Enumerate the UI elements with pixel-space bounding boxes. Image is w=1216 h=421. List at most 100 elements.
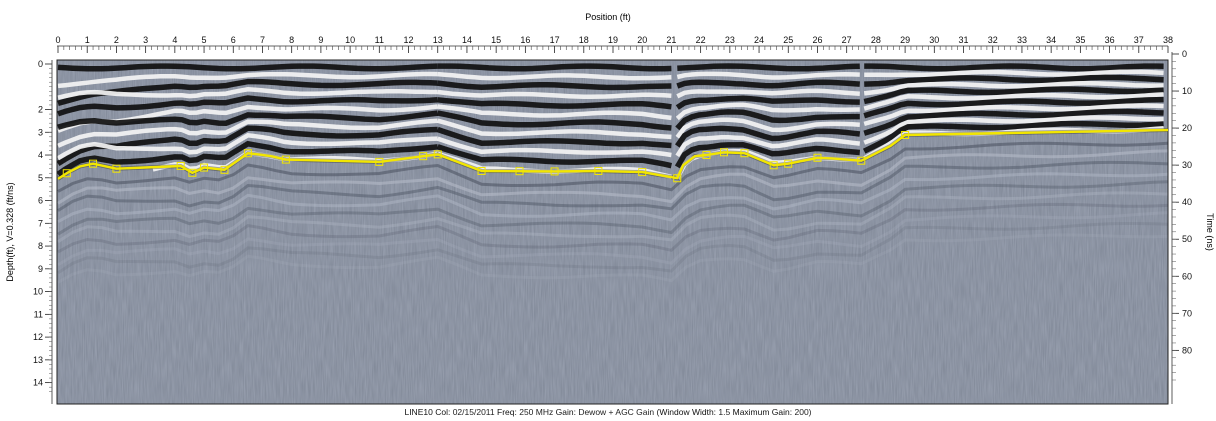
- reflection-band: [437, 89, 672, 99]
- interface-marker: [477, 166, 486, 175]
- interface-marker: [188, 168, 197, 177]
- x-tick-label: 8: [289, 35, 294, 45]
- depth-tick-label: 0: [38, 59, 43, 69]
- interface-marker: [112, 164, 121, 173]
- x-tick-label: 13: [433, 35, 443, 45]
- reflection-bands: [57, 63, 1168, 284]
- interface-marker: [515, 167, 524, 176]
- depth-tick-label: 13: [33, 355, 43, 365]
- reflection-band: [863, 103, 1164, 127]
- x-tick-label: 17: [550, 35, 560, 45]
- time-tick-label: 50: [1182, 234, 1192, 244]
- depth-tick-label: 10: [33, 287, 43, 297]
- reflection-band: [57, 63, 438, 72]
- window-width-label: (Window Width:: [656, 407, 717, 417]
- interface-marker: [901, 131, 910, 140]
- col-value: 02/15/2011: [452, 407, 495, 417]
- reflection-band: [675, 125, 861, 148]
- x-tick-label: 25: [783, 35, 793, 45]
- plot-border: [56, 59, 1169, 405]
- interface-marker: [419, 152, 428, 161]
- reflection-band: [57, 132, 438, 161]
- x-tick-label: 27: [842, 35, 852, 45]
- faint-layer: [57, 149, 1168, 205]
- time-axis: 0 10 20 30 40 50 60 70 80: [1171, 49, 1192, 404]
- max-gain-label: Maximum Gain:: [732, 407, 793, 417]
- reflection-band: [436, 126, 672, 149]
- faint-layer: [57, 211, 1168, 267]
- reflection-band: [863, 80, 1164, 96]
- reflection-band: [57, 87, 438, 100]
- interface-marker: [200, 163, 209, 172]
- reflection-band: [864, 69, 1164, 78]
- faint-layer: [57, 233, 1168, 284]
- reflection-band: [57, 110, 439, 130]
- reflection-band: [57, 125, 438, 166]
- interface-marker: [813, 153, 822, 162]
- freq-label: Freq:: [497, 407, 517, 417]
- time-tick-label: 0: [1182, 49, 1187, 59]
- x-tick-label: 1: [85, 35, 90, 45]
- interface-marker: [673, 174, 682, 183]
- time-tick-label: 40: [1182, 197, 1192, 207]
- x-tick-label: 35: [1075, 35, 1085, 45]
- interface-marker: [702, 151, 711, 160]
- depth-axis: 0 2 3 4 5 6 7 8 9 10 11 12 13 14: [33, 59, 53, 404]
- depth-tick-label: 12: [33, 332, 43, 342]
- reflection-band: [863, 92, 1164, 111]
- reflection-band: [437, 97, 672, 110]
- interface-marker: [62, 169, 71, 178]
- interface-marker: [857, 156, 866, 165]
- reflection-band: [864, 63, 1164, 72]
- depth-tick-label: 5: [38, 173, 43, 183]
- time-tick-label: 10: [1182, 86, 1192, 96]
- reflection-band: [436, 144, 672, 169]
- depth-axis-title: Depth(ft), V=0.328 (ft/ns): [5, 182, 15, 281]
- faint-layer: [57, 141, 1168, 193]
- gain-value: Dewow + AGC Gain: [578, 407, 655, 417]
- depth-tick-label: 7: [38, 218, 43, 228]
- interface-marker: [740, 149, 749, 158]
- depth-tick-label: 9: [38, 264, 43, 274]
- interface-marker: [89, 159, 98, 168]
- x-tick-label: 19: [608, 35, 618, 45]
- x-tick-label: 0: [55, 35, 60, 45]
- reflection-band: [57, 140, 438, 177]
- interface-marker: [375, 157, 384, 166]
- depth-tick-label: 2: [38, 105, 43, 115]
- reflection-band: [862, 120, 1164, 154]
- reflection-band: [864, 74, 1164, 87]
- x-tick-label: 20: [637, 35, 647, 45]
- time-axis-title: Time (ns): [1205, 213, 1215, 251]
- time-tick-label: 60: [1182, 271, 1192, 281]
- x-tick-label: 7: [260, 35, 265, 45]
- interface-line: [57, 128, 1169, 180]
- time-tick-label: 30: [1182, 160, 1192, 170]
- x-tick-label: 14: [462, 35, 472, 45]
- reflection-band: [437, 118, 672, 140]
- reflection-band: [676, 88, 860, 99]
- x-tick-label: 15: [491, 35, 501, 45]
- depth-tick-label: 14: [33, 378, 43, 388]
- interface-marker: [594, 166, 603, 175]
- reflection-band: [676, 71, 860, 80]
- max-gain-value: 200): [794, 407, 812, 417]
- faint-layer: [57, 160, 1168, 212]
- x-tick-label: 18: [579, 35, 589, 45]
- interface-line-group: [56, 128, 1169, 183]
- depth-tick-label: 4: [38, 150, 43, 160]
- interface-marker: [220, 165, 229, 174]
- x-tick-label: 11: [375, 35, 384, 45]
- reflection-band: [437, 63, 672, 72]
- x-tick-label: 37: [1134, 35, 1144, 45]
- reflection-band: [437, 80, 672, 91]
- faint-layer: [57, 191, 1168, 243]
- faint-layer: [57, 172, 1168, 224]
- reflection-band: [437, 71, 672, 81]
- depth-tick-label: 3: [38, 127, 43, 137]
- interface-marker: [769, 161, 778, 170]
- x-tick-label: 31: [959, 35, 969, 45]
- reflection-band: [675, 102, 860, 121]
- reflection-band: [675, 135, 861, 158]
